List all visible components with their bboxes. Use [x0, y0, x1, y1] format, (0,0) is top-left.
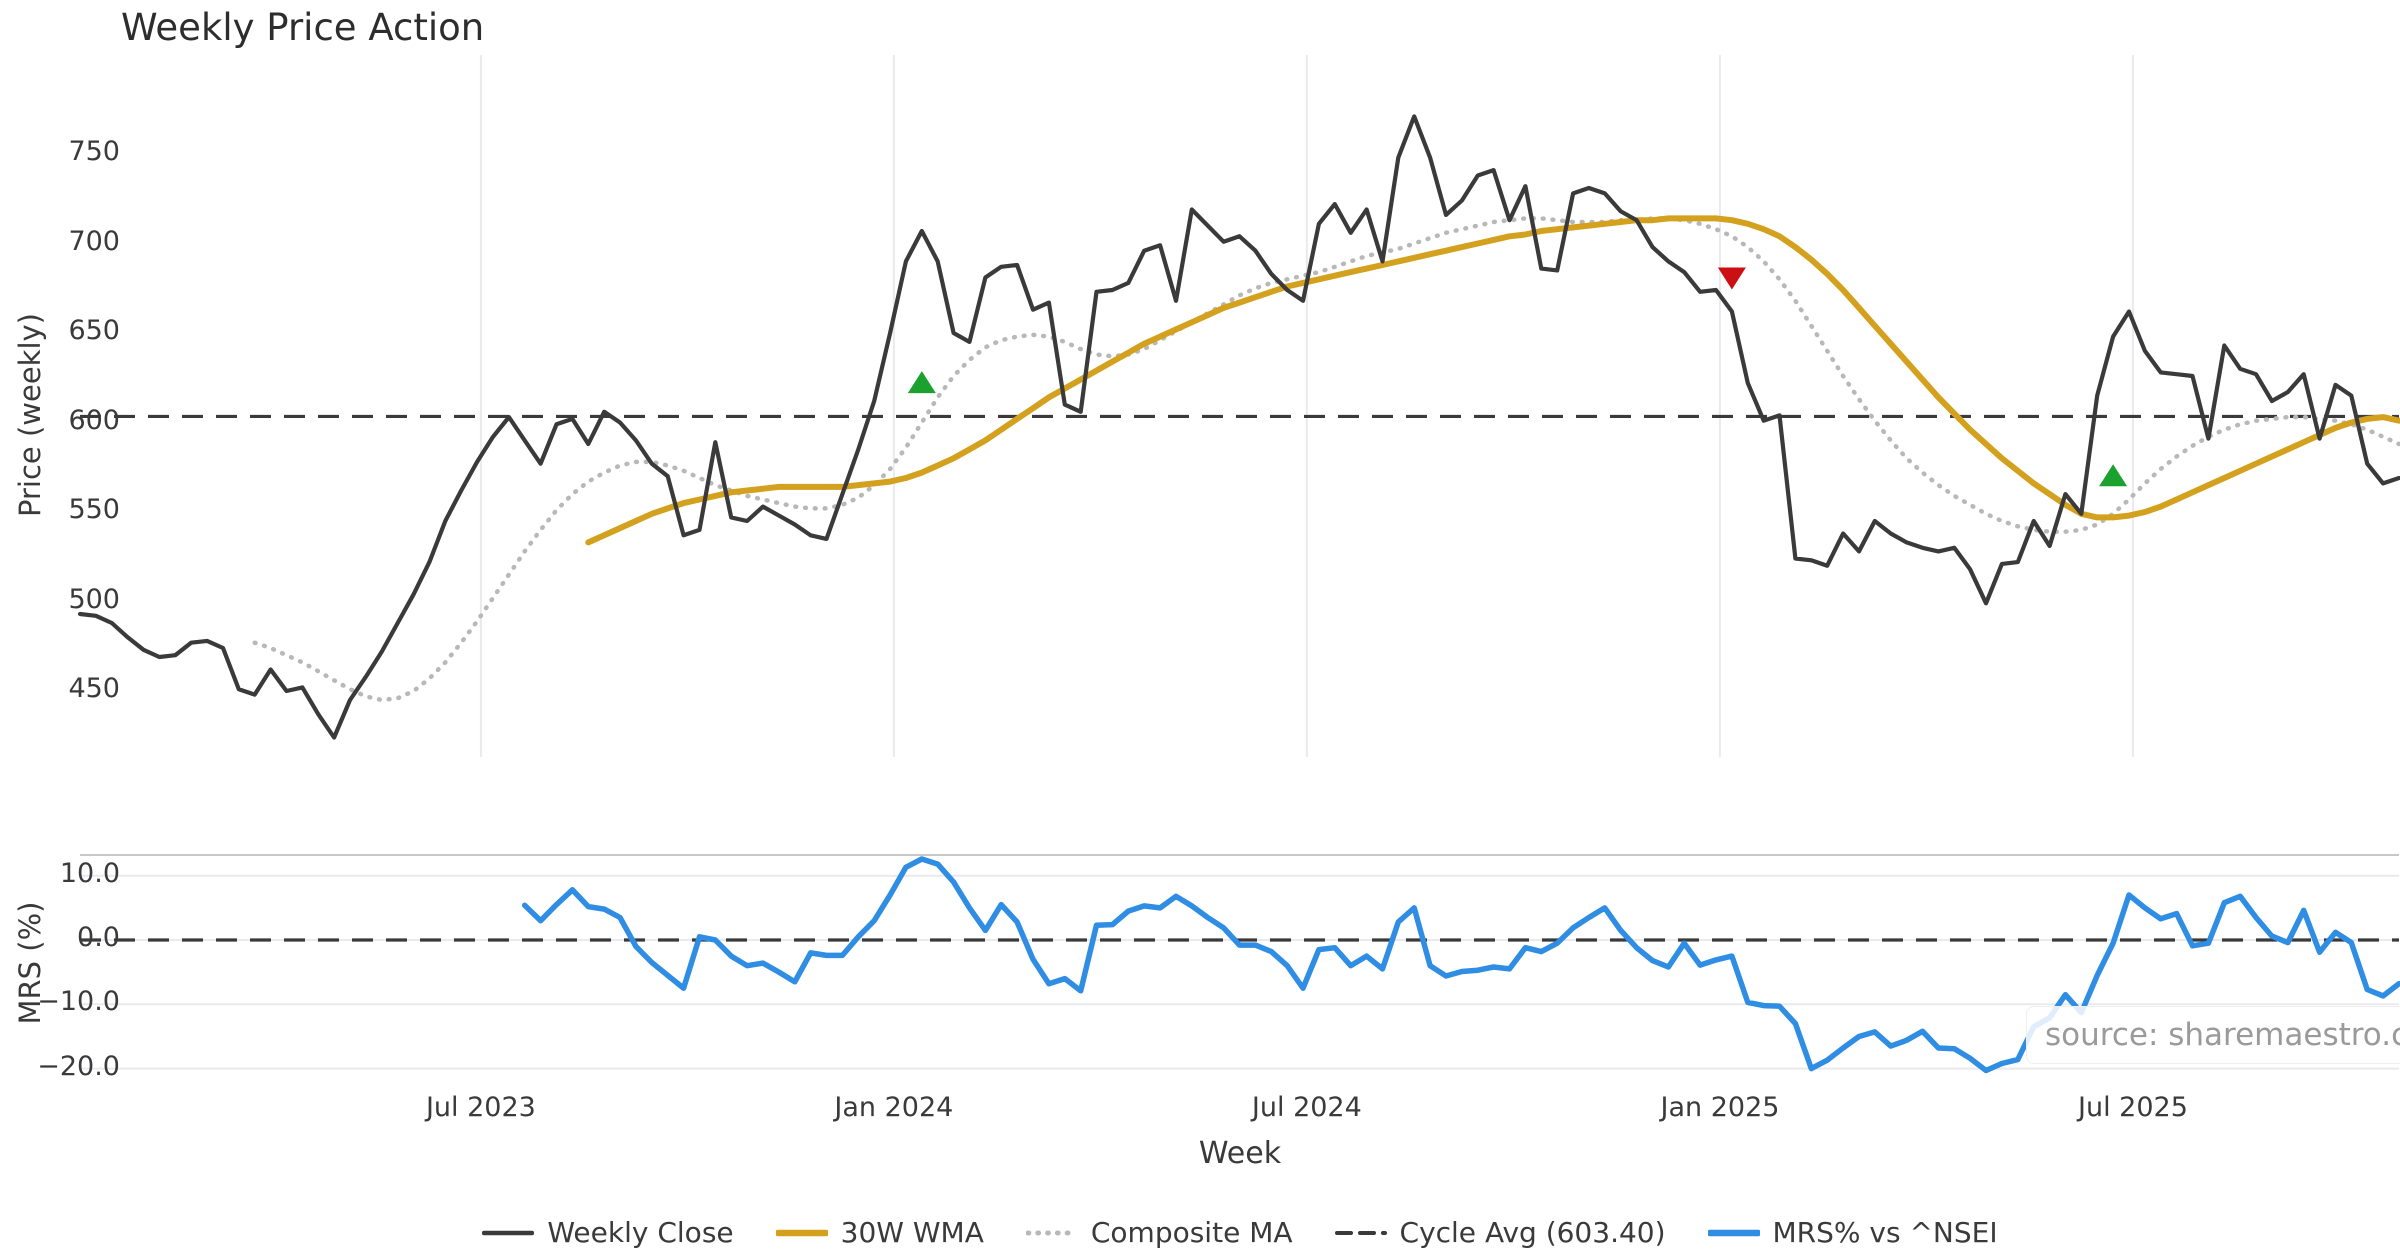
price-y-tick-label: 600 — [68, 404, 120, 436]
price-y-tick-label: 650 — [68, 315, 120, 346]
dashed-dark-legend-swatch — [1334, 1230, 1387, 1235]
price-y-tick-label: 450 — [68, 673, 120, 704]
legend-item: Composite MA — [1025, 1216, 1293, 1249]
buy-signal-marker — [907, 371, 936, 394]
source-watermark: source: sharemaestro.com — [2026, 1006, 2400, 1064]
price-y-tick-label: 550 — [68, 494, 120, 525]
x-tick-label: Jan 2024 — [834, 1092, 954, 1123]
solid-dark-legend-swatch — [482, 1230, 535, 1235]
legend-item-label: Composite MA — [1090, 1216, 1293, 1249]
x-tick-label: Jul 2024 — [1251, 1092, 1362, 1123]
price-axis-title: Price (weekly) — [13, 312, 47, 518]
x-tick-label: Jul 2023 — [425, 1092, 536, 1123]
price-gridlines — [479, 55, 2134, 757]
buy-signal-marker — [2099, 464, 2128, 487]
chart-legend: Weekly Close 30W WMA Composite MA Cycle Avg… — [80, 1216, 2400, 1249]
x-tick-label: Jan 2025 — [1660, 1092, 1780, 1123]
legend-item-label: Weekly Close — [547, 1216, 734, 1249]
weekly-close-line — [77, 114, 2400, 740]
legend-item-label: Cycle Avg (603.40) — [1399, 1216, 1666, 1249]
legend-item-label: 30W WMA — [840, 1216, 984, 1249]
legend-item: MRS% vs ^NSEI — [1707, 1216, 1998, 1249]
mrs-gridlines — [80, 874, 2399, 1070]
dotted-gray-legend-swatch — [1025, 1230, 1078, 1235]
legend-item-label: MRS% vs ^NSEI — [1772, 1216, 1998, 1249]
solid-gold-legend-swatch — [775, 1229, 828, 1236]
solid-blue-legend-swatch — [1707, 1229, 1760, 1236]
price-y-tick-label: 750 — [68, 136, 120, 167]
sell-signal-marker — [1717, 267, 1746, 290]
price-y-tick-label: 700 — [68, 225, 120, 257]
mrs-y-tick-label: −10.0 — [37, 986, 120, 1018]
mrs-line — [521, 856, 2400, 1074]
mrs-y-tick-label: 0.0 — [77, 922, 120, 953]
composite-ma-line — [252, 216, 2400, 703]
legend-item: 30W WMA — [775, 1216, 984, 1249]
x-tick-label: Jul 2025 — [2078, 1092, 2188, 1123]
legend-item: Cycle Avg (603.40) — [1334, 1216, 1666, 1249]
wma-line — [585, 215, 2400, 546]
page-title: Weekly Price Action — [121, 6, 485, 49]
legend-item: Weekly Close — [482, 1216, 734, 1249]
price-y-tick-label: 500 — [68, 583, 120, 615]
mrs-y-tick-label: 10.0 — [59, 857, 120, 889]
x-axis-title: Week — [1198, 1136, 1282, 1171]
mrs-y-tick-label: −20.0 — [37, 1050, 120, 1082]
